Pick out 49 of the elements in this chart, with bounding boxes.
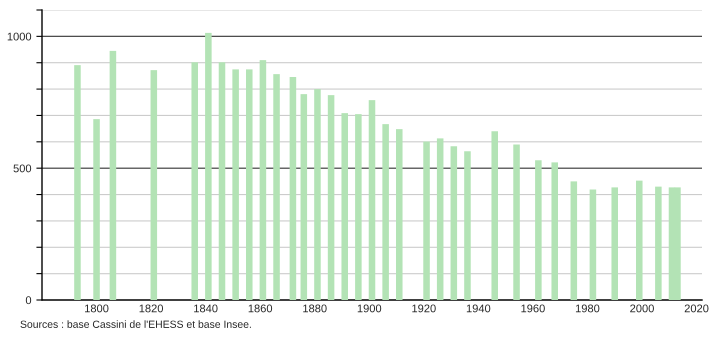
- bar: [636, 180, 643, 300]
- bar: [355, 114, 362, 300]
- bar: [436, 138, 444, 300]
- bar: [246, 69, 253, 300]
- bar: [382, 124, 389, 300]
- bar: [218, 62, 226, 300]
- bar: [205, 32, 212, 300]
- bar: [328, 95, 334, 300]
- y-tick-label: 500: [13, 164, 32, 172]
- bar: [341, 113, 348, 300]
- bar: [655, 186, 662, 300]
- source-note: Sources : base Cassini de l'EHESS et base Insee.: [20, 320, 251, 328]
- bar: [590, 190, 596, 300]
- bar: [74, 65, 81, 300]
- bar: [314, 89, 321, 300]
- bar: [93, 119, 100, 300]
- x-tick-label: 1880: [303, 304, 327, 312]
- bar: [464, 151, 471, 300]
- bar: [273, 74, 280, 300]
- bar: [551, 162, 558, 300]
- x-tick-label: 1820: [140, 304, 164, 312]
- x-tick-label: 2020: [684, 304, 708, 312]
- bar: [368, 100, 376, 300]
- x-tick-label: 1860: [248, 304, 272, 312]
- x-tick-label: 1840: [194, 304, 218, 312]
- x-tick-label: 1920: [412, 304, 436, 312]
- bar: [191, 62, 198, 300]
- bar: [232, 69, 239, 300]
- bar: [611, 187, 618, 300]
- bar: [150, 70, 158, 300]
- bar: [260, 60, 266, 300]
- x-tick-label: 1980: [576, 304, 600, 312]
- x-tick-label: 1900: [358, 304, 382, 312]
- bar: [570, 181, 578, 300]
- x-tick-label: 1960: [521, 304, 545, 312]
- bar: [513, 144, 520, 300]
- bar: [110, 50, 116, 300]
- x-tick-label: 2000: [630, 304, 654, 312]
- x-tick-label: 1800: [85, 304, 108, 312]
- bar: [450, 146, 458, 300]
- bar: [491, 131, 498, 300]
- y-tick-label: 1000: [8, 32, 32, 40]
- bar: [423, 142, 430, 300]
- bar: [396, 129, 403, 300]
- bar: [535, 160, 542, 300]
- bar: [300, 94, 308, 300]
- x-tick-label: 1940: [466, 304, 490, 312]
- bar: [290, 76, 296, 300]
- y-tick-label: 0: [26, 296, 32, 304]
